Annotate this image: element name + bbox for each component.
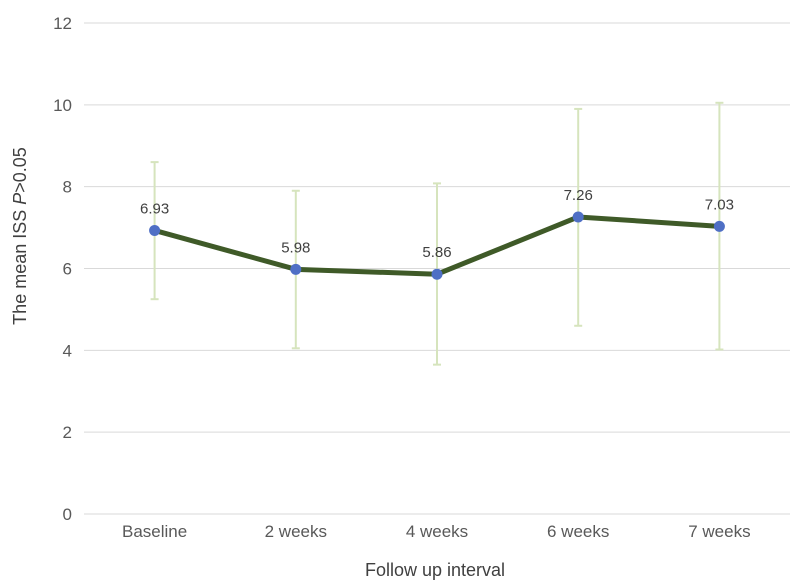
y-tick-label-8: 8 [63, 178, 72, 197]
y-axis-title-suffix: >0.05 [10, 147, 30, 193]
y-axis-tick-labels: 0 2 4 6 8 10 12 [53, 14, 72, 524]
y-axis-title: The mean ISS P>0.05 [10, 147, 30, 325]
y-axis-title-italic: P [10, 193, 30, 205]
data-point-1 [290, 263, 302, 275]
data-label-4: 7.03 [705, 196, 734, 213]
data-label-2: 5.86 [422, 244, 451, 261]
x-tick-label-3: 6 weeks [547, 522, 609, 541]
y-tick-label-0: 0 [63, 505, 72, 524]
data-point-0 [149, 224, 161, 236]
y-tick-label-6: 6 [63, 260, 72, 279]
data-label-0: 6.93 [140, 200, 169, 217]
x-axis-tick-labels: Baseline 2 weeks 4 weeks 6 weeks 7 weeks [122, 522, 751, 541]
y-tick-label-10: 10 [53, 96, 72, 115]
data-point-4 [713, 220, 725, 232]
data-points [149, 211, 725, 280]
data-label-3: 7.26 [564, 187, 593, 204]
data-labels: 6.93 5.98 5.86 7.26 7.03 [140, 187, 734, 261]
data-point-3 [572, 211, 584, 223]
y-axis-title-prefix: The mean ISS [10, 205, 30, 325]
y-tick-label-12: 12 [53, 14, 72, 33]
y-tick-label-4: 4 [63, 341, 72, 360]
x-tick-label-2: 4 weeks [406, 522, 468, 541]
error-bars [150, 101, 724, 366]
data-point-2 [431, 268, 443, 280]
x-tick-label-1: 2 weeks [265, 522, 327, 541]
y-tick-label-2: 2 [63, 423, 72, 442]
x-tick-label-0: Baseline [122, 522, 187, 541]
data-label-1: 5.98 [281, 239, 310, 256]
x-tick-label-4: 7 weeks [688, 522, 750, 541]
x-axis-title: Follow up interval [365, 560, 505, 580]
